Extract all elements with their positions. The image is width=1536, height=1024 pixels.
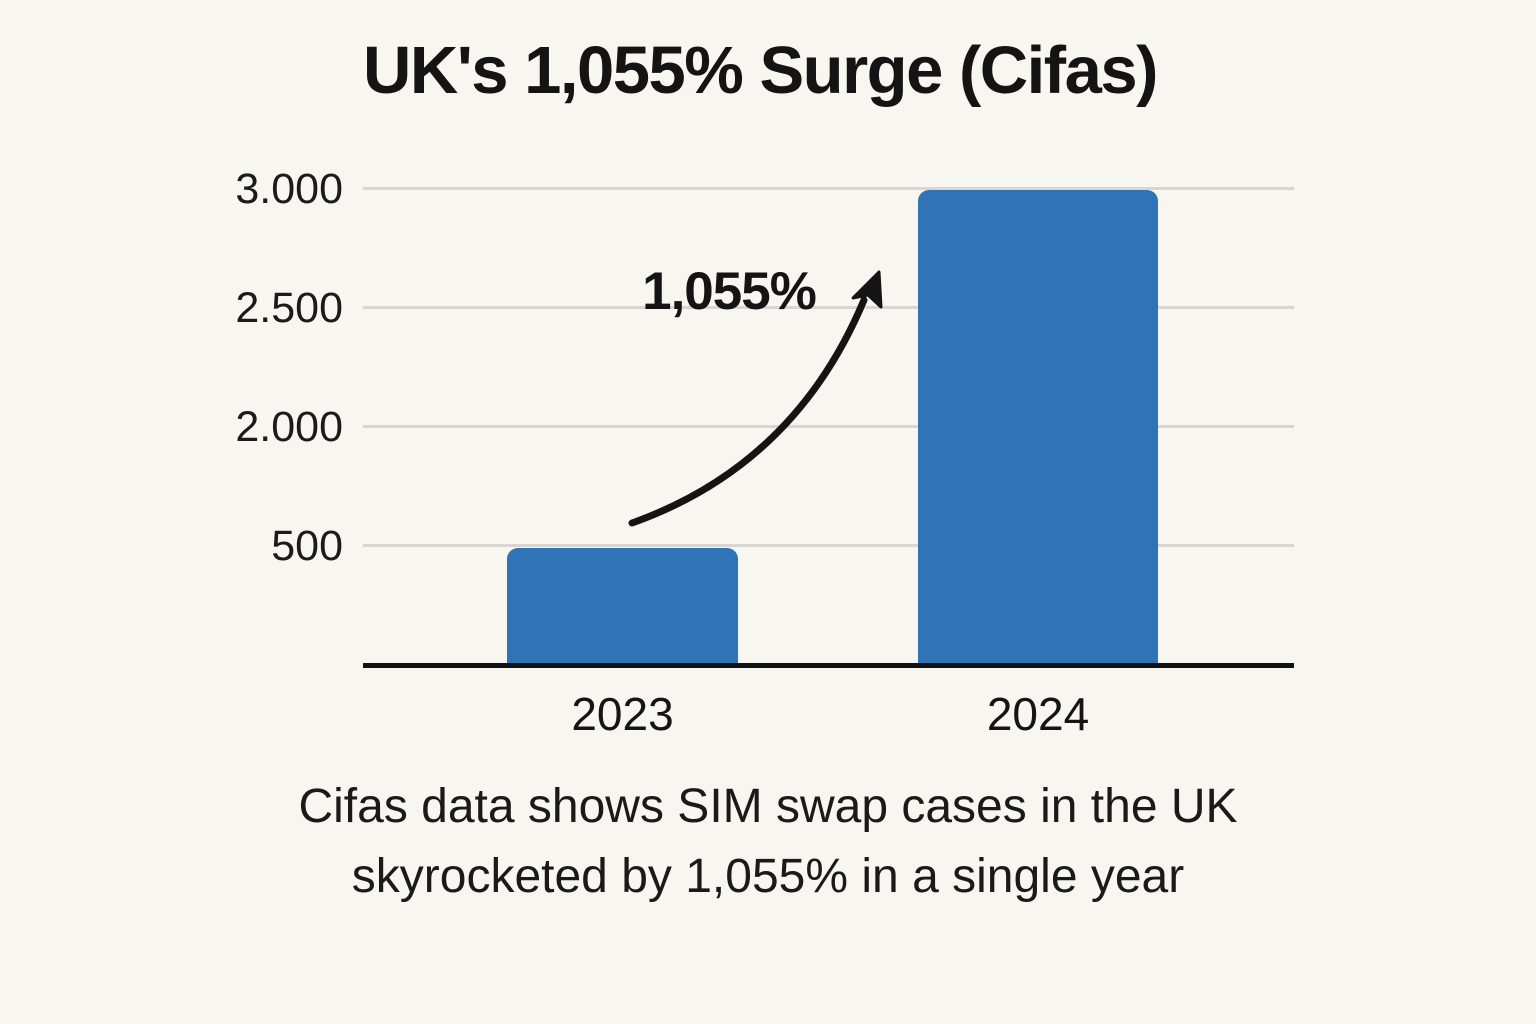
growth-annotation: 1,055%	[642, 262, 817, 321]
y-tick-label-2500: 2.500	[235, 284, 343, 332]
caption-line-2: skyrocketed by 1,055% in a single year	[351, 850, 1185, 903]
x-tick-label-2024: 2024	[986, 688, 1090, 740]
growth-arrow-icon	[600, 250, 900, 550]
chart-caption: Cifas data shows SIM swap cases in the U…	[0, 772, 1536, 912]
gridline-2500	[363, 306, 1294, 309]
caption-line-1: Cifas data shows SIM swap cases in the U…	[298, 780, 1238, 833]
x-axis-line	[363, 663, 1294, 668]
y-tick-label-500: 500	[271, 522, 343, 570]
x-tick-label-2023: 2023	[571, 688, 674, 740]
gridline-3000	[363, 187, 1294, 190]
bar-2024	[918, 190, 1158, 665]
gridline-500	[363, 544, 1294, 547]
y-tick-label-2000: 2.000	[235, 403, 343, 451]
chart-title: UK's 1,055% Surge (Cifas)	[363, 33, 1158, 108]
bar-2023	[507, 548, 738, 665]
gridline-2000	[363, 425, 1294, 428]
y-tick-label-3000: 3.000	[235, 165, 343, 213]
